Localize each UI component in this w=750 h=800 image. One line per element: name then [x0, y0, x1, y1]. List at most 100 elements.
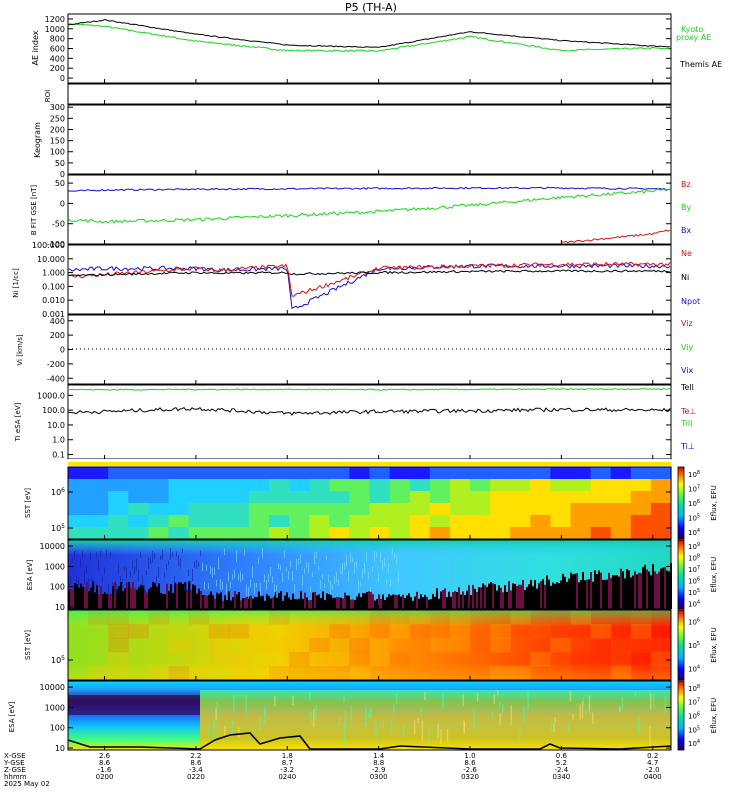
esa-e-noise — [348, 595, 350, 609]
esa-i-streak — [365, 707, 367, 726]
esa-e-noise — [134, 588, 136, 609]
esa-e-noise — [628, 570, 630, 609]
esa-e-speck — [98, 558, 99, 570]
sst-e-cell — [148, 527, 170, 540]
esa-e-speck — [244, 549, 245, 556]
sst-e-cell — [470, 467, 491, 480]
esa-e-noise — [420, 594, 422, 609]
x-tick-label: -2.0 — [646, 766, 660, 774]
esa-i-streak — [395, 693, 398, 704]
y-tick-label: 400 — [50, 54, 65, 63]
colorbar-tick-label: 108 — [688, 684, 700, 693]
esa-e-noise — [662, 567, 664, 609]
esa-e-speck — [386, 579, 387, 585]
sst-e-cell — [309, 503, 330, 516]
esa-i-streak — [491, 712, 494, 718]
esa-i-streak — [393, 704, 395, 715]
sst-e-cell — [88, 515, 109, 528]
sst-e-cell — [590, 503, 612, 516]
esa-e-speck — [172, 552, 173, 558]
esa-e-noise — [482, 583, 484, 609]
sst-e-cell — [269, 467, 290, 480]
esa-i-streak — [650, 693, 652, 710]
panel-esa-electrons: ESA [eV] 10 100 1000 10000 — [26, 539, 672, 612]
sst-e-cell — [269, 491, 290, 504]
sst-e-cell — [329, 503, 350, 516]
esa-e-noise — [102, 594, 104, 609]
esa-e-speck — [276, 585, 277, 591]
esa-i-streak — [420, 707, 422, 718]
sst-e-cell — [429, 503, 451, 516]
esa-e-noise — [148, 589, 150, 609]
esa-e-speck — [128, 581, 129, 588]
esa-e-noise — [666, 570, 668, 609]
y-tick-label: 300 — [50, 103, 65, 112]
esa-e-speck — [196, 559, 197, 569]
esa-e-noise — [496, 590, 498, 609]
esa-e-noise — [292, 593, 294, 609]
esa-e-noise — [312, 592, 314, 609]
esa-e-noise — [176, 583, 178, 609]
esa-e-noise — [80, 583, 82, 609]
sst-e-cell — [168, 491, 190, 504]
esa-e-speck — [90, 552, 91, 560]
sst-e-cell — [269, 479, 290, 492]
esa-i-streak — [510, 704, 512, 725]
esa-e-noise — [110, 593, 112, 609]
esa-i-streak — [368, 712, 370, 718]
esa-e-noise — [350, 599, 352, 609]
y-label: AE index — [31, 30, 40, 65]
esa-e-noise — [266, 594, 268, 609]
esa-e-noise — [360, 597, 362, 609]
sst-e-cell — [409, 467, 431, 480]
esa-i-streak — [424, 691, 426, 701]
esa-i-streak — [402, 728, 405, 737]
y-label: B FIT GSE [nT] — [30, 185, 38, 236]
esa-e-noise — [542, 579, 544, 609]
sst-e-cell — [449, 467, 471, 480]
esa-e-noise — [570, 572, 572, 609]
esa-e-speck — [286, 567, 287, 572]
x-tick-label: -2.6 — [463, 766, 477, 774]
esa-e-speck — [144, 584, 145, 592]
esa-e-noise — [244, 598, 246, 609]
colorbar-tick-label: 104 — [688, 599, 700, 608]
esa-e-noise — [104, 592, 106, 609]
sst-e-cell — [349, 491, 371, 504]
esa-e-noise — [332, 597, 334, 609]
sst-e-cell — [309, 467, 330, 480]
sst-e-cell — [68, 503, 89, 516]
y-tick-label: 1200 — [45, 15, 65, 24]
esa-e-noise — [514, 584, 516, 609]
esa-e-noise — [318, 594, 320, 609]
esa-e-noise — [508, 581, 510, 609]
sst-e-cell — [550, 527, 572, 540]
esa-e-noise — [668, 571, 670, 609]
esa-e-noise — [500, 587, 502, 609]
panel-frame — [67, 244, 672, 315]
esa-i-streak — [553, 723, 555, 733]
sst-e-cell — [630, 479, 652, 492]
legend-te-perp: Te⊥ — [680, 407, 696, 416]
sst-e-cell — [510, 479, 531, 492]
esa-e-noise — [246, 596, 248, 609]
esa-e-noise — [398, 594, 400, 609]
colorbar-tick-label: 106 — [688, 618, 700, 627]
panel-frame — [67, 466, 672, 540]
esa-e-speck — [274, 584, 275, 596]
x-axis — [104, 79, 654, 750]
esa-e-speck — [376, 552, 377, 558]
esa-e-noise — [330, 595, 332, 609]
esa-e-noise — [250, 595, 252, 609]
esa-e-speck — [332, 584, 333, 590]
y-tick-label: 100.000 — [32, 241, 65, 250]
esa-e-noise — [100, 585, 102, 609]
y-tick-label: 200 — [50, 331, 65, 340]
y-tick-label: 10 — [55, 603, 65, 612]
y-tick-label: 0.100 — [42, 282, 65, 291]
esa-e-noise — [472, 584, 474, 609]
esa-e-noise — [590, 572, 592, 609]
y-tick-label: 10.000 — [37, 255, 65, 264]
esa-e-noise — [538, 583, 540, 609]
esa-e-noise — [598, 570, 600, 609]
